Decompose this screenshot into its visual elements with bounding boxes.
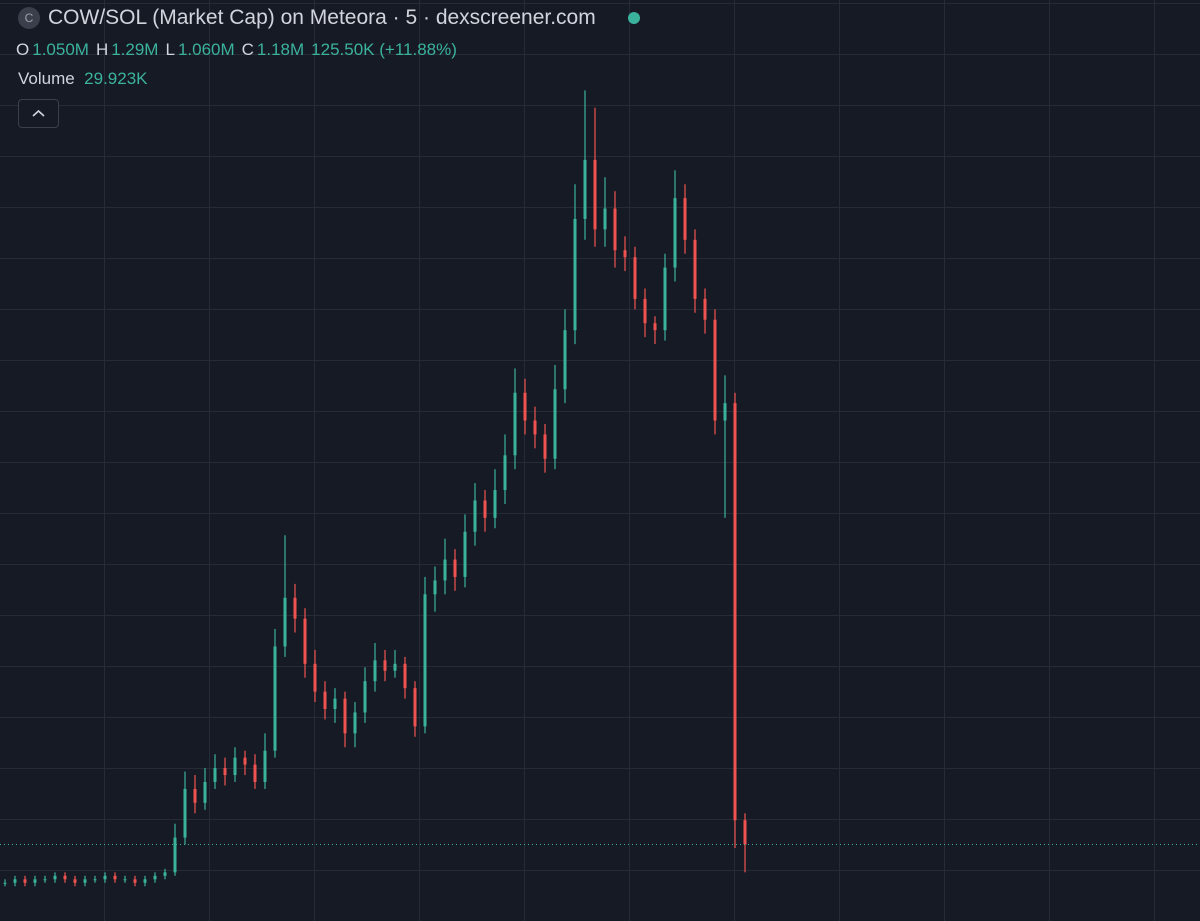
candle-body	[213, 768, 217, 782]
candle-body	[253, 764, 257, 782]
candle-body	[703, 298, 707, 320]
candle-body	[203, 781, 207, 803]
candle-body	[623, 250, 627, 258]
candle-body	[23, 879, 27, 883]
chart-title: COW/SOL (Market Cap) on Meteora · 5 · de…	[48, 6, 596, 29]
ohlc-value: 1.18M	[256, 40, 305, 59]
candle-body	[573, 218, 577, 331]
candle-body	[733, 403, 737, 821]
symbol-icon: C	[18, 7, 40, 29]
candle-body	[243, 757, 247, 765]
candle-body	[473, 500, 477, 532]
candle-body	[13, 879, 17, 883]
ohlc-label: L	[165, 40, 175, 59]
candle-body	[233, 757, 237, 776]
candle-body	[63, 875, 67, 880]
candle-body	[533, 420, 537, 435]
candle-body	[563, 330, 567, 390]
candle-body	[583, 159, 587, 219]
candle-body	[163, 872, 167, 876]
candle-body	[113, 875, 117, 880]
candle-body	[153, 875, 157, 880]
candle-body	[663, 267, 667, 331]
candle-body	[333, 698, 337, 709]
price-change: 125.50K (+11.88%)	[311, 40, 457, 59]
ohlc-value: 1.060M	[177, 40, 235, 59]
ohlc-value: 1.050M	[32, 40, 89, 59]
ohlc-legend: O 1.050M H 1.29M L 1.060M C 1.18M 125.50K (+11.8…	[16, 40, 461, 60]
candle-body	[293, 597, 297, 619]
candle-body	[173, 837, 177, 873]
candle-body	[413, 688, 417, 727]
candle-body	[633, 257, 637, 299]
candle-body	[273, 646, 277, 751]
candle-body	[283, 597, 287, 647]
candle-body	[433, 580, 437, 595]
candle-body	[183, 788, 187, 838]
candle-body	[363, 681, 367, 713]
candle-body	[593, 159, 597, 230]
candle-body	[33, 879, 37, 883]
candle-body	[403, 663, 407, 689]
candle-body	[93, 879, 97, 881]
ohlc-label: C	[241, 40, 254, 59]
candle-body	[383, 660, 387, 671]
candle-body	[393, 663, 397, 671]
candle-body	[123, 879, 127, 881]
candle-body	[83, 879, 87, 883]
candle-body	[453, 559, 457, 577]
candle-body	[303, 618, 307, 664]
candle-body	[743, 820, 747, 845]
candle-body	[53, 875, 57, 880]
status-dot	[627, 12, 640, 24]
candle-body	[603, 208, 607, 230]
volume-label: Volume	[18, 69, 75, 88]
candle-body	[523, 392, 527, 421]
candle-body	[133, 879, 137, 883]
candle-body	[683, 198, 687, 240]
candle-body	[723, 403, 727, 421]
candle-body	[673, 198, 677, 268]
candle-body	[263, 750, 267, 782]
candle-body	[143, 879, 147, 883]
candle-body	[423, 594, 427, 727]
candle-body	[483, 500, 487, 518]
candle-body	[443, 559, 447, 581]
candle-body	[193, 788, 197, 803]
candle-body	[343, 698, 347, 734]
candle-body	[713, 319, 717, 421]
candle-body	[223, 768, 227, 776]
candle-body	[493, 490, 497, 518]
candle-body	[313, 663, 317, 692]
candle-body	[463, 531, 467, 577]
ohlc-label: H	[95, 40, 109, 59]
candle-body	[73, 879, 77, 883]
candle-body	[323, 691, 327, 709]
candle-body	[503, 455, 507, 491]
volume-legend: Volume 29.923K	[18, 69, 152, 89]
candle-body	[3, 882, 7, 884]
candle-body	[103, 875, 107, 880]
ohlc-value: 1.29M	[111, 40, 159, 59]
candle-body	[553, 389, 557, 459]
header: C COW/SOL (Market Cap) on Meteora · 5 · …	[18, 6, 640, 30]
candle-body	[543, 434, 547, 459]
candle-body	[373, 660, 377, 682]
candle-body	[613, 208, 617, 251]
ohlc-label: O	[16, 40, 30, 59]
candle-body	[653, 323, 657, 331]
candle-body	[43, 879, 47, 881]
candle-body	[643, 298, 647, 324]
collapse-button[interactable]	[18, 99, 59, 128]
candle-body	[513, 392, 517, 456]
candle-body	[693, 239, 697, 299]
chevron	[32, 109, 45, 117]
volume-value: 29.923K	[84, 69, 148, 88]
candle-body	[353, 712, 357, 734]
